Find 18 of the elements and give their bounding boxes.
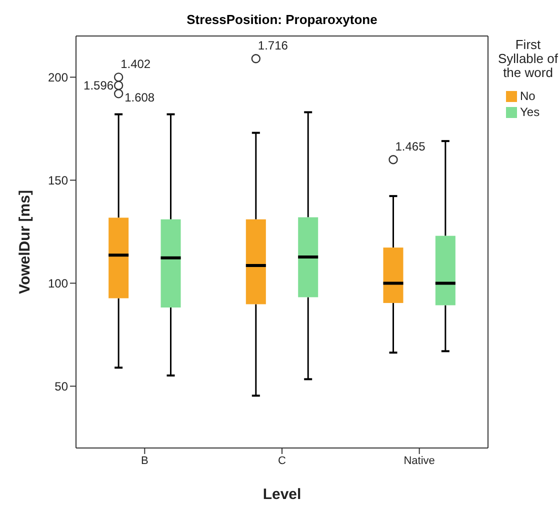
legend-label: Yes (520, 105, 540, 119)
legend-title: First Syllable of the word (498, 37, 558, 80)
x-tick-label: Native (404, 454, 435, 467)
annotation: 1.596 (84, 78, 114, 92)
y-tick-label: 200 (48, 70, 68, 84)
x-tick-label: B (140, 454, 148, 467)
y-axis-title: VowelDur [ms] (16, 190, 34, 294)
y-tick-label: 100 (48, 276, 68, 290)
annotation: 1.608 (124, 90, 155, 105)
chart-title: StressPosition: Proparoxytone (186, 12, 378, 27)
annotation: 1.716 (258, 38, 288, 53)
annotation: 1.402 (120, 57, 151, 72)
annotation: 1.465 (395, 140, 426, 154)
legend-label: No (520, 89, 536, 103)
y-tick-label: 150 (48, 173, 68, 188)
x-tick-label: C (278, 454, 286, 467)
y-tick-label: 50 (54, 379, 68, 394)
x-axis-title: Level (262, 486, 302, 503)
